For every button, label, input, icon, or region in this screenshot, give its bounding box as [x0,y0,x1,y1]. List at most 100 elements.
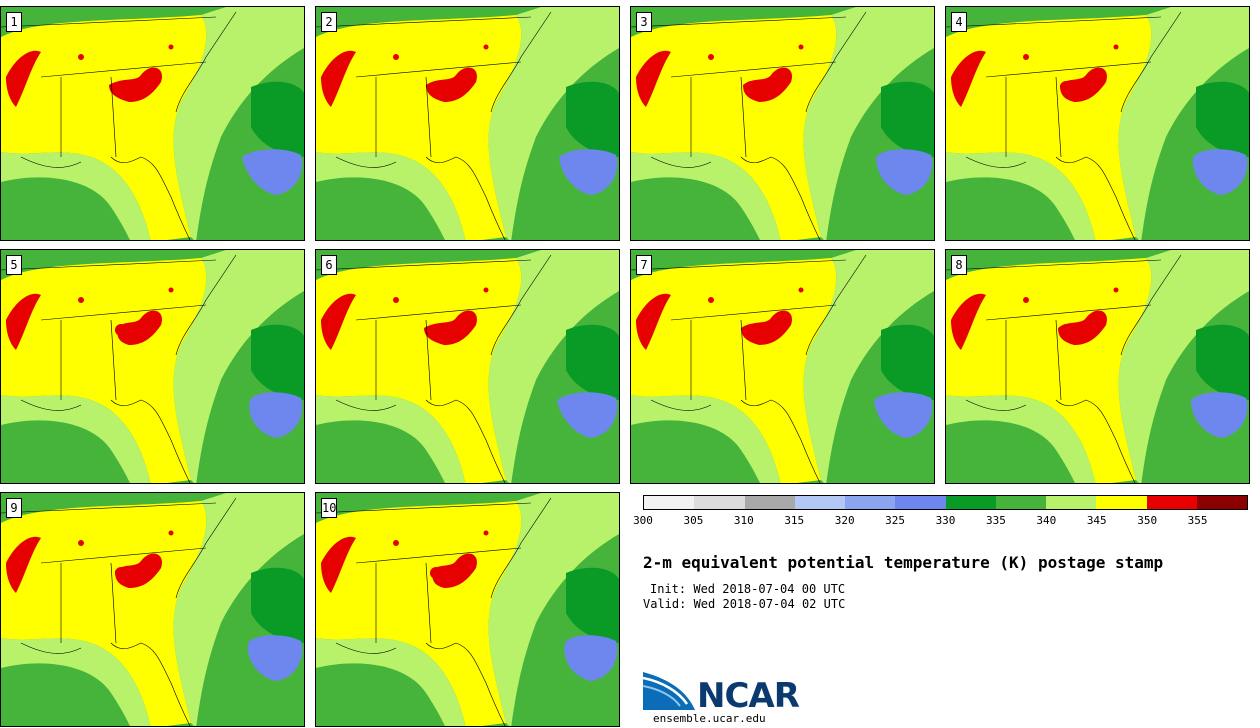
boundary-line [490,497,552,599]
boundary-line [740,399,821,483]
field-contour [881,324,934,400]
boundary-line [175,497,237,599]
field-contour [564,635,618,681]
ensemble-panel-4: 4 [945,6,1250,241]
field-contour [636,293,671,350]
field-contour [1196,324,1249,400]
ncar-logo-text: NCAR [697,676,800,716]
field-contour [636,50,671,107]
boundary-line [1,259,217,271]
field-contour [798,287,804,293]
map-field [1,493,304,726]
panel-number: 5 [6,255,22,275]
ncar-logo-icon [643,672,695,710]
colorbar-swatch [995,496,1046,509]
colorbar-tick-label: 305 [683,514,704,527]
boundary-line [985,61,1152,78]
colorbar-swatch [794,496,845,509]
field-contour [251,567,304,643]
colorbar-swatch [694,496,745,509]
ensemble-panel-1: 1 [0,6,305,241]
field-contour [745,81,757,93]
field-contour [881,81,934,157]
panel-number: 4 [951,12,967,32]
boundary-line [1055,156,1136,240]
panel-number: 3 [636,12,652,32]
field-contour [78,54,84,60]
map-field [631,250,934,483]
boundary-line [1,502,217,514]
field-contour [251,81,304,157]
field-contour [249,392,303,438]
field-contour [6,293,41,350]
boundary-line [335,156,397,168]
boundary-line [1055,76,1062,158]
source-url: ensemble.ucar.edu [653,712,766,725]
field-contour [708,297,714,303]
field-contour [1118,250,1249,483]
colorbar-tick-label: 330 [935,514,956,527]
boundary-line [670,61,837,78]
field-contour [393,54,399,60]
field-contour [798,44,804,50]
boundary-line [631,16,847,28]
map-field [1,7,304,240]
field-contour [1058,310,1107,345]
field-contour [6,50,41,107]
panel-number: 10 [321,498,337,518]
field-contour [803,7,934,240]
boundary-line [1055,319,1062,401]
panel-number: 6 [321,255,337,275]
ensemble-panel-6: 6 [315,249,620,484]
valid-time: Valid: Wed 2018-07-04 02 UTC [643,597,846,611]
colorbar-swatch [1146,496,1197,509]
boundary-line [650,156,712,168]
colorbar-tick-label: 310 [733,514,754,527]
colorbar-tick-label: 325 [885,514,906,527]
field-contour [1060,67,1107,102]
colorbar-swatch [644,496,695,509]
field-contour [566,81,619,157]
field-contour [631,177,760,240]
colorbar-swatch [945,496,996,509]
panel-number: 9 [6,498,22,518]
boundary-line [740,156,821,240]
field-contour [321,50,356,107]
field-contour [708,54,714,60]
field-contour [321,536,356,593]
field-contour [242,149,303,195]
field-contour [1113,287,1119,293]
colorbar-tick-label: 335 [985,514,1006,527]
colorbar-swatch [744,496,795,509]
boundary-line [20,156,82,168]
map-field [946,250,1249,483]
field-contour [488,7,619,240]
field-contour [1,420,130,483]
map-field [316,250,619,483]
field-contour [115,567,127,579]
field-contour [557,392,618,438]
field-contour [483,287,489,293]
boundary-line [631,259,847,271]
boundary-line [110,399,191,483]
boundary-line [110,562,117,644]
panel-number: 8 [951,255,967,275]
ensemble-panel-9: 9 [0,492,305,727]
field-contour [1060,81,1072,93]
boundary-line [20,642,82,654]
boundary-line [425,562,432,644]
boundary-line [316,502,532,514]
map-field [631,7,934,240]
colorbar-swatch [1046,496,1097,509]
figure-title: 2-m equivalent potential temperature (K)… [643,553,1164,572]
boundary-line [335,399,397,411]
boundary-line [650,399,712,411]
field-contour [803,250,934,483]
field-contour [1191,392,1248,438]
field-contour [316,177,445,240]
boundary-line [20,399,82,411]
field-contour [946,420,1075,483]
field-contour [115,553,162,588]
field-contour [117,310,162,345]
colorbar-tick-label: 345 [1086,514,1107,527]
